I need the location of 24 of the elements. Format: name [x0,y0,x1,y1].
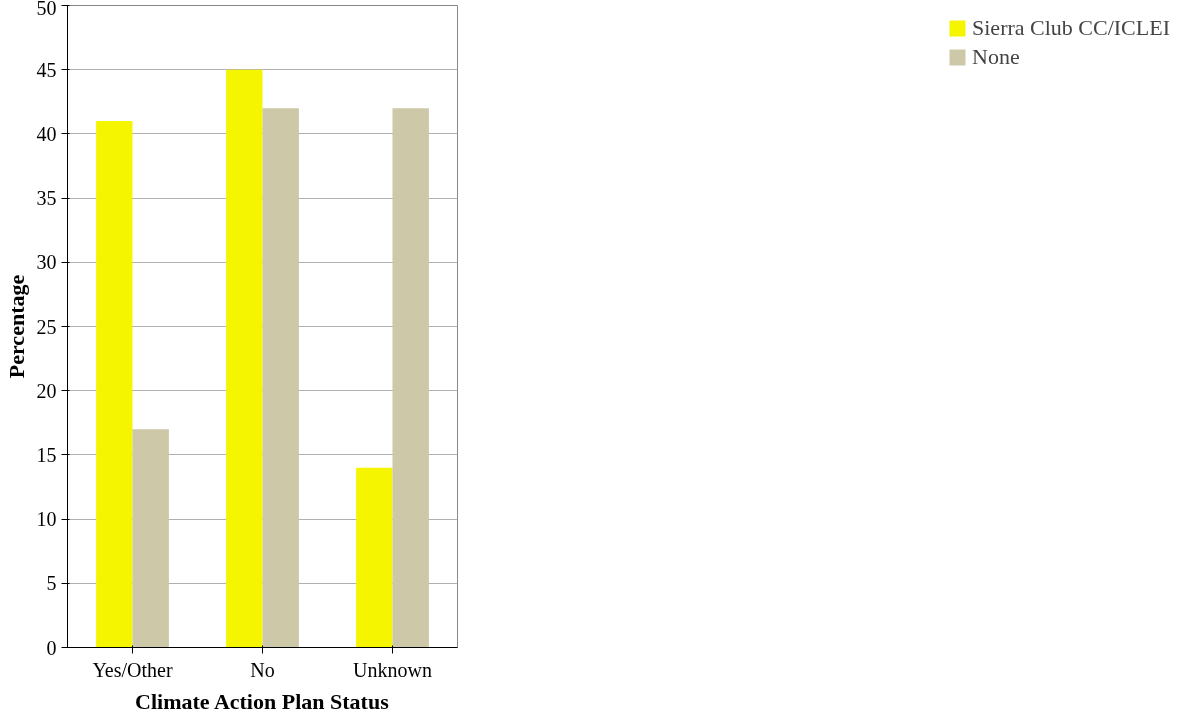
y-tick-label: 30 [36,251,57,274]
legend-label: None [972,44,1020,70]
bar [132,429,169,648]
y-tick-label: 10 [36,508,57,531]
y-axis-title: Percentage [3,274,29,379]
y-tick-label: 45 [36,58,57,81]
x-axis-title: Climate Action Plan Status [135,688,390,714]
x-tick-label: Unknown [353,658,432,681]
bar [356,467,393,648]
bar [262,108,299,648]
bar [226,69,263,648]
y-tick-label: 0 [46,636,57,659]
x-tick-label: No [250,658,275,681]
y-tick-label: 5 [46,572,57,595]
y-tick-label: 25 [36,315,57,338]
y-tick-label: 15 [36,443,57,466]
y-tick-label: 20 [36,379,57,402]
y-tick-label: 40 [36,122,57,145]
y-tick-label: 35 [36,187,57,210]
x-tick-label: Yes/Other [92,658,173,681]
legend-label: Sierra Club CC/ICLEI [972,15,1170,41]
bar [392,108,429,648]
y-tick-label: 50 [36,0,57,19]
bar [96,121,133,648]
